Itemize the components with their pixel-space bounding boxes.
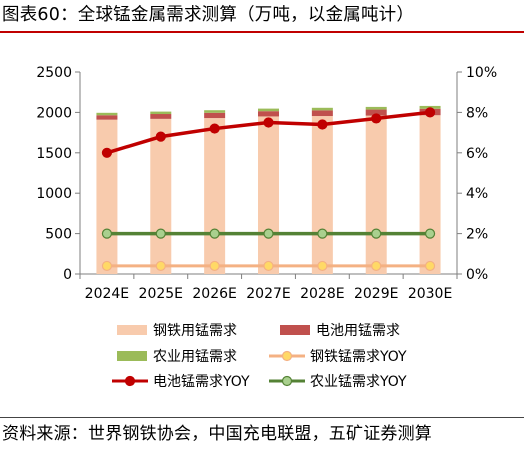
y-left-tick-label: 500 [45, 227, 72, 243]
bar-agri [365, 106, 387, 110]
y-left-tick-label: 0 [63, 267, 72, 283]
legend-agri-swatch [117, 351, 147, 361]
bar-agri [96, 112, 118, 116]
y-right-tick-label: 0% [466, 267, 488, 283]
y-right-tick-label: 4% [466, 186, 488, 202]
y-right-tick-label: 10% [466, 65, 497, 81]
agri-yoy-point [317, 228, 328, 239]
bar-agri [258, 108, 279, 112]
bar-steel [96, 119, 118, 274]
y-left-tick-label: 1500 [36, 146, 72, 162]
bar-steel [204, 118, 226, 274]
y-left-tick-label: 2500 [36, 65, 72, 81]
agri-yoy-point [155, 228, 166, 239]
bar-steel [258, 116, 279, 274]
y-right-tick-label: 6% [466, 146, 488, 162]
bar-battery [258, 111, 279, 117]
bar-steel [150, 118, 172, 274]
battery-yoy-point [101, 147, 113, 158]
bar-battery [365, 109, 387, 116]
battery-yoy-point [209, 123, 220, 134]
bar-steel [365, 115, 387, 274]
legend-agri-yoy-label: 农业锰需求YOY [310, 374, 407, 390]
line-series [101, 107, 436, 272]
bar-battery [150, 114, 172, 119]
agri-yoy-point [424, 228, 436, 239]
legend-steel-yoy-label: 钢铁锰需求YOY [310, 349, 407, 365]
legend-battery-swatch [280, 325, 310, 335]
title-rule [0, 31, 524, 33]
agri-yoy-point [371, 228, 382, 239]
x-tick-label: 2026E [192, 286, 236, 302]
bar-battery [204, 112, 226, 119]
source-rule [0, 417, 524, 418]
x-tick-label: 2029E [354, 286, 398, 302]
steel-yoy-point [424, 260, 436, 272]
legend-steel-label: 钢铁用锰需求 [153, 323, 237, 339]
bar-series [96, 105, 441, 274]
legend-agri-yoy-marker [281, 375, 293, 387]
bar-battery [96, 115, 118, 120]
y-right-tick-label: 2% [466, 227, 488, 243]
agri-yoy-point [209, 228, 220, 239]
battery-yoy-point [317, 119, 328, 130]
steel-yoy-point [263, 260, 274, 272]
battery-yoy-point [263, 117, 274, 128]
battery-yoy-point [424, 107, 436, 118]
agri-yoy-point [263, 228, 274, 239]
x-tick-label: 2028E [300, 286, 344, 302]
y-left-tick-label: 2000 [36, 105, 72, 121]
bar-battery [311, 110, 333, 117]
legend-steel-swatch [117, 325, 147, 335]
legend-agri-label: 农业用锰需求 [153, 349, 237, 365]
battery-yoy-point [155, 131, 166, 142]
battery-yoy-point [371, 113, 382, 124]
legend-battery-yoy-marker [124, 375, 136, 387]
source-note: 资料来源：世界钢铁协会，中国充电联盟，五矿证券测算 [2, 424, 432, 444]
x-tick-label: 2025E [139, 286, 183, 302]
steel-yoy-point [209, 260, 220, 272]
steel-yoy-point [371, 260, 382, 272]
steel-yoy-point [155, 260, 166, 272]
bar-agri [150, 111, 172, 115]
y-left-tick-label: 1000 [36, 186, 72, 202]
chart-axes: 0 500 1000 1500 2000 2500 0% 2% 4% 6% 8% 10% 2024E 20… [36, 65, 497, 302]
legend-steel-yoy-marker [281, 350, 293, 362]
steel-yoy-point [101, 260, 113, 272]
bar-agri [204, 110, 226, 113]
x-tick-label: 2027E [246, 286, 290, 302]
legend-battery-yoy-label: 电池锰需求YOY [153, 374, 250, 390]
x-tick-label: 2024E [85, 286, 129, 302]
steel-yoy-point [317, 260, 328, 272]
y-right-tick-label: 8% [466, 105, 488, 121]
chart-title: 图表60：全球锰金属需求测算（万吨，以金属吨计） [2, 5, 415, 25]
bar-steel [311, 116, 333, 274]
bar-steel [419, 115, 441, 274]
legend-battery-label: 电池用锰需求 [316, 323, 400, 339]
agri-yoy-point [101, 228, 113, 239]
bar-agri [311, 107, 333, 111]
x-tick-label: 2030E [408, 286, 452, 302]
